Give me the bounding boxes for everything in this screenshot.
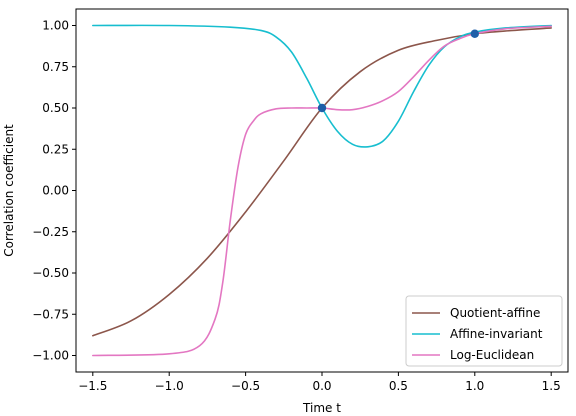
legend-label-quotient-affine: Quotient-affine <box>450 306 540 320</box>
y-tick-label: −0.50 <box>32 266 69 280</box>
marker-point-2 <box>470 29 479 38</box>
x-tick-label: −1.5 <box>78 379 107 393</box>
x-tick-label: 0.0 <box>312 379 331 393</box>
y-tick-label: 0.75 <box>42 60 69 74</box>
legend-label-log-euclidean: Log-Euclidean <box>450 348 534 362</box>
legend-items: Quotient-affine Affine-invariant Log-Eucli… <box>412 306 543 362</box>
y-tick-label: 0.00 <box>42 184 69 198</box>
series-line-log-euclidean <box>92 25 552 357</box>
series-line-quotient-affine <box>92 27 552 337</box>
x-axis-ticks: −1.5 −1.0 −0.5 0.0 0.5 1.0 1.5 <box>78 372 561 393</box>
series-line-affine-invariant <box>92 24 552 148</box>
legend-box <box>405 295 563 367</box>
x-axis-label: Time t <box>302 401 341 415</box>
x-tick-label: −1.0 <box>155 379 184 393</box>
legend-label-affine-invariant: Affine-invariant <box>450 327 543 341</box>
y-tick-label: 0.25 <box>42 142 69 156</box>
x-tick-label: −0.5 <box>231 379 260 393</box>
marker-layer <box>317 29 479 113</box>
x-tick-label: 1.0 <box>465 379 484 393</box>
legend: Quotient-affine Affine-invariant Log-Eucli… <box>405 295 563 367</box>
x-tick-label: 1.5 <box>542 379 561 393</box>
y-tick-label: 0.50 <box>42 101 69 115</box>
y-tick-label: −0.75 <box>32 307 69 321</box>
x-tick-label: 0.5 <box>389 379 408 393</box>
y-axis-ticks: −1.00 −0.75 −0.50 −0.25 0.00 0.25 0.50 0.75 1.00 <box>32 19 76 363</box>
y-tick-label: 1.00 <box>42 19 69 33</box>
marker-point-1 <box>317 103 327 113</box>
y-tick-label: −0.25 <box>32 225 69 239</box>
y-axis-label: Correlation coefficient <box>2 124 16 257</box>
y-tick-label: −1.00 <box>32 349 69 363</box>
